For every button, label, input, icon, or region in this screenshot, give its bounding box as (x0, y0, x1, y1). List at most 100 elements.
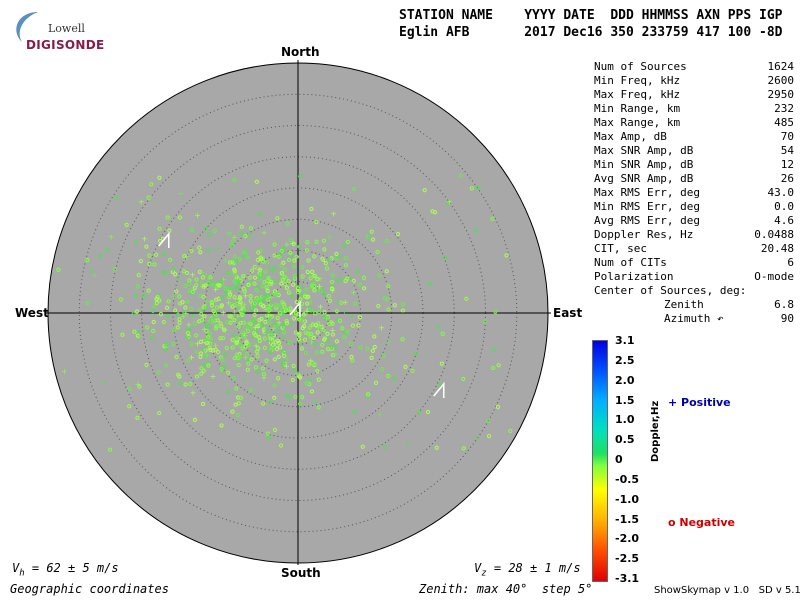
source-point: + (307, 357, 314, 366)
source-point (342, 243, 347, 248)
source-point (199, 280, 204, 286)
source-point (360, 444, 365, 449)
source-point (228, 285, 233, 291)
doppler-tick-label: -3.1 (615, 572, 640, 585)
source-point (107, 447, 113, 452)
source-point (401, 302, 406, 307)
source-point (230, 260, 235, 265)
source-point: + (288, 321, 295, 330)
source-point (217, 283, 222, 288)
source-point (165, 382, 170, 387)
source-point (353, 301, 358, 306)
source-point (361, 275, 367, 280)
stat-label: Num of Sources (594, 60, 687, 73)
source-point (127, 404, 132, 409)
source-point (333, 344, 338, 349)
source-point (206, 324, 211, 329)
source-point (164, 342, 169, 347)
source-point (372, 344, 377, 350)
source-point (268, 400, 273, 405)
source-point (302, 337, 308, 342)
header-line-2: Eglin AFB 2017 Dec16 350 233759 417 100 … (399, 25, 783, 40)
stat-label: Avg RMS Err, deg (594, 214, 700, 227)
source-point (482, 319, 487, 324)
legend-positive: + Positive (668, 396, 731, 409)
source-point (310, 361, 315, 366)
stat-label: Min RMS Err, deg (594, 200, 700, 213)
source-point (314, 239, 319, 244)
stat-label: Max SNR Amp, dB (594, 144, 694, 157)
source-point (282, 274, 287, 279)
source-point (300, 318, 306, 323)
source-point (309, 389, 315, 394)
source-point (218, 321, 223, 326)
source-point (280, 300, 285, 305)
source-point (336, 254, 342, 259)
source-point (158, 238, 163, 244)
source-points: ++ ++++ +++ +++ ++++++++++++++++++++++++++++… (56, 173, 513, 452)
source-point (303, 351, 309, 356)
source-point (165, 215, 170, 220)
source-point (272, 357, 277, 362)
stat-label: Polarization (594, 270, 674, 283)
stat-label: Max Freq, kHz (594, 88, 681, 101)
source-point: + (308, 337, 315, 346)
source-point (252, 264, 257, 270)
stat-row: Max Amp, dB 70 (594, 130, 794, 144)
stat-label: Doppler Res, Hz (594, 228, 694, 241)
source-point (199, 351, 204, 356)
source-point (214, 297, 219, 302)
source-point (306, 258, 311, 263)
source-point (224, 346, 229, 351)
source-point: + (225, 299, 232, 308)
source-point (291, 282, 296, 287)
source-point (223, 286, 228, 291)
source-point (166, 299, 171, 304)
source-point (236, 401, 241, 406)
source-point (297, 244, 302, 249)
source-point (286, 279, 291, 284)
source-point (298, 401, 303, 406)
source-point: + (189, 271, 196, 280)
source-point (203, 337, 208, 342)
source-point (216, 349, 221, 355)
source-point (351, 278, 356, 284)
source-point (327, 298, 333, 303)
source-point (329, 346, 335, 351)
source-point (256, 250, 261, 255)
source-point (254, 179, 259, 184)
source-point (214, 313, 219, 318)
stat-value: 70 (780, 130, 794, 143)
source-point (198, 250, 203, 255)
source-point (365, 392, 371, 397)
stat-value: 0.0 (774, 200, 794, 213)
source-point (305, 331, 311, 336)
source-point: + (198, 316, 205, 325)
stat-row: Min SNR Amp, dB 12 (594, 158, 794, 172)
source-point (183, 382, 188, 387)
source-point (322, 291, 327, 296)
source-point (262, 327, 267, 332)
stat-label: Max RMS Err, deg (594, 186, 700, 199)
source-point (325, 331, 330, 336)
source-point: + (170, 292, 177, 301)
source-point: + (200, 282, 207, 291)
source-point (279, 271, 284, 276)
source-point (219, 279, 224, 284)
source-point: + (214, 244, 221, 253)
source-point (124, 222, 129, 227)
source-point (264, 285, 269, 290)
source-point (210, 320, 216, 325)
source-point (369, 229, 374, 234)
source-point (236, 279, 241, 284)
source-point: + (333, 350, 340, 359)
source-point (339, 276, 344, 281)
source-point (250, 268, 255, 273)
source-point (261, 372, 267, 377)
source-point (232, 303, 237, 308)
source-point (232, 356, 237, 361)
source-point: + (194, 211, 201, 220)
doppler-tick-label: 0 (615, 453, 623, 466)
source-point (244, 340, 249, 346)
source-point: + (287, 289, 294, 298)
